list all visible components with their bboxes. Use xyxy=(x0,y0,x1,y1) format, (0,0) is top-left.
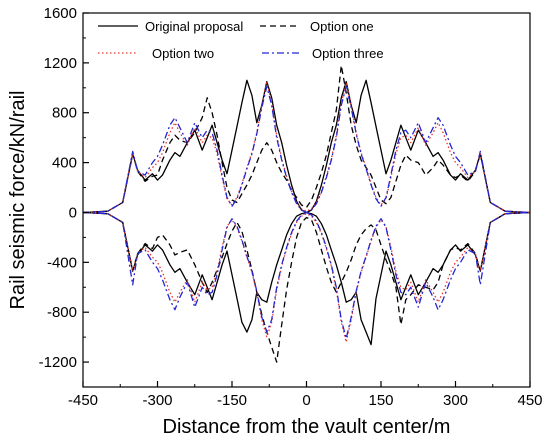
x-tick-label: 450 xyxy=(517,392,542,409)
x-axis: -450 -300 -150 0 150 300 450 xyxy=(68,381,543,409)
series-line-4-lower xyxy=(82,211,531,340)
legend-label-1: Original proposal xyxy=(145,19,243,34)
legend: Original proposal Option one Option two Opt… xyxy=(98,19,384,61)
series-line-1-lower xyxy=(82,211,531,346)
plot-lines xyxy=(82,64,531,363)
legend-label-4: Option three xyxy=(312,46,384,61)
x-tick-label: 300 xyxy=(443,392,468,409)
x-tick-label: 0 xyxy=(302,392,310,409)
x-axis-title: Distance from the vault center/m xyxy=(163,416,451,438)
series-line-3-lower xyxy=(82,211,531,343)
legend-label-3: Option two xyxy=(152,46,214,61)
y-axis-title: Rail seismic force/kN/rail xyxy=(7,91,29,310)
y-axis: -1200 -800 -400 0 400 800 1200 1600 xyxy=(39,5,89,388)
y-tick-label: -800 xyxy=(47,304,77,321)
series-line-1-upper xyxy=(82,79,531,214)
x-tick-label: -150 xyxy=(217,392,247,409)
y-tick-label: 800 xyxy=(52,105,77,122)
series-line-2-upper xyxy=(82,64,531,214)
series-line-4-upper xyxy=(82,85,531,214)
y-tick-label: -400 xyxy=(47,254,77,271)
y-tick-label: -1200 xyxy=(39,354,77,371)
x-tick-label: -300 xyxy=(142,392,172,409)
x-tick-label: -450 xyxy=(68,392,98,409)
series-line-3-upper xyxy=(82,82,531,214)
y-tick-label: 1200 xyxy=(44,55,77,72)
plot-frame xyxy=(82,12,531,388)
x-tick-label: 150 xyxy=(368,392,393,409)
series-line-2-lower xyxy=(82,211,531,363)
y-tick-label: 400 xyxy=(52,155,77,172)
y-tick-label: 1600 xyxy=(44,5,77,22)
legend-label-2: Option one xyxy=(310,19,374,34)
y-tick-label: 0 xyxy=(69,204,77,221)
